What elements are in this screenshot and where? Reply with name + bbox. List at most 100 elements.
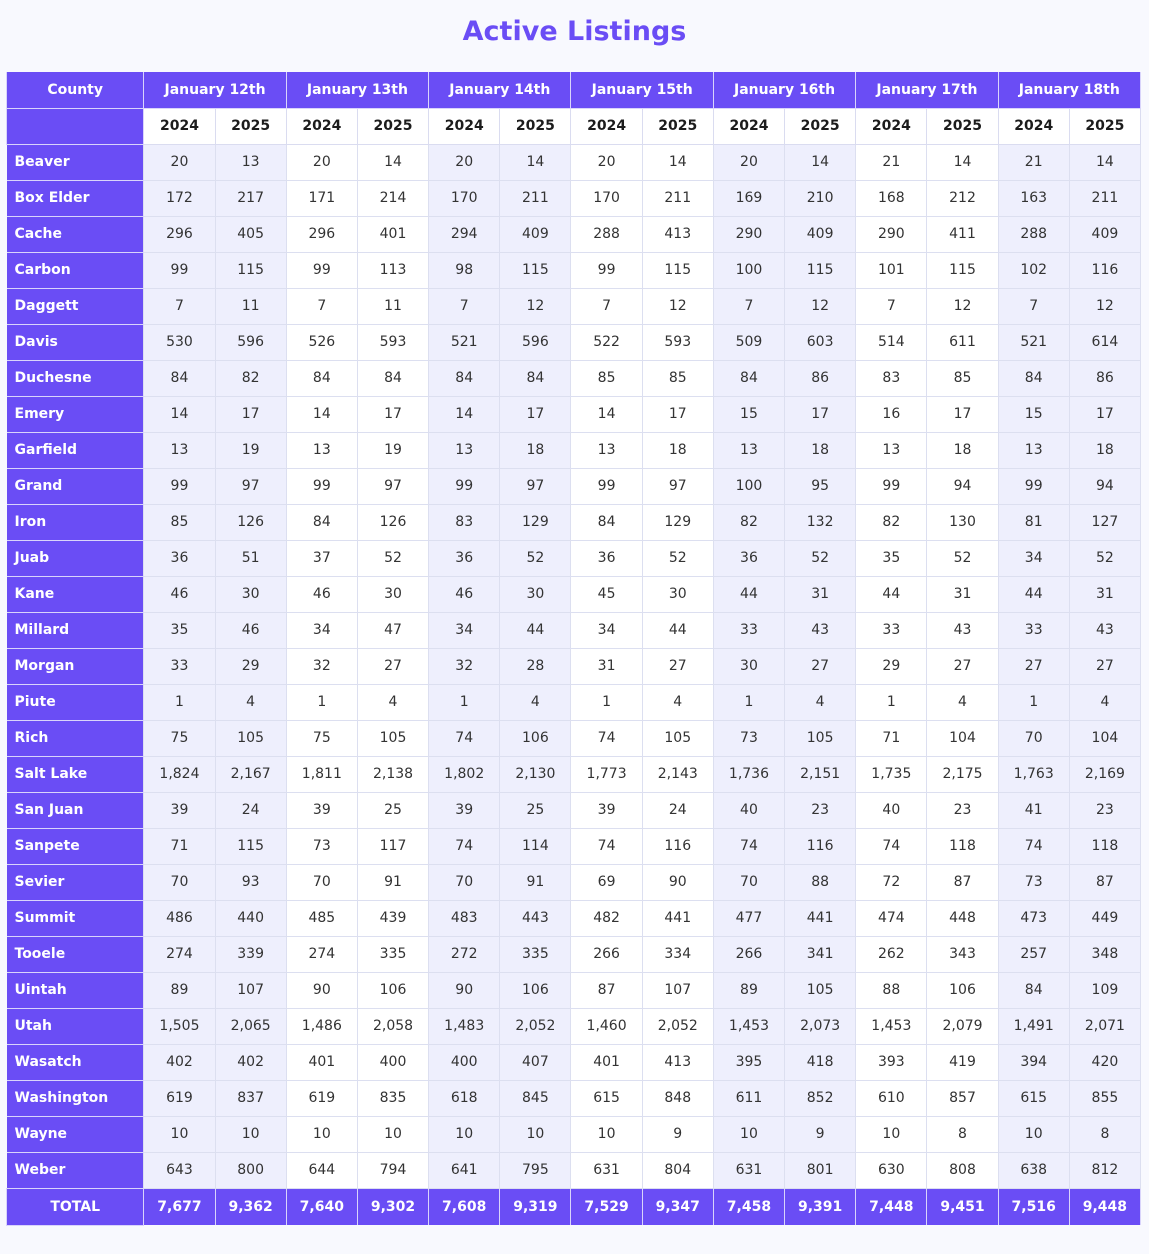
listing-count-cell: 33 [143, 647, 216, 685]
listing-count-cell: 14 [1068, 143, 1142, 181]
listing-count-cell: 99 [997, 467, 1070, 505]
listing-count-cell: 266 [570, 935, 643, 973]
listing-count-cell: 611 [926, 323, 999, 361]
listing-count-cell: 1,802 [428, 755, 501, 793]
table-body: Beaver 20 13 20 14 20 14 20 14 20 14 21 14 21 14 Box El… [6, 143, 1142, 1189]
listing-count-cell: 14 [641, 143, 714, 181]
listing-count-cell: 812 [1068, 1151, 1142, 1189]
listing-count-cell: 104 [926, 719, 999, 757]
listing-count-cell: 86 [1068, 359, 1142, 397]
date-column-header: January 17th [855, 72, 999, 109]
listing-count-cell: 94 [1068, 467, 1142, 505]
listing-count-cell: 1,491 [997, 1007, 1070, 1045]
listing-count-cell: 115 [499, 251, 572, 289]
listing-count-cell: 20 [143, 143, 216, 181]
listing-count-cell: 20 [428, 143, 501, 181]
listing-count-cell: 521 [428, 323, 501, 361]
listing-count-cell: 52 [926, 539, 999, 577]
year-header: 2024 [712, 107, 786, 145]
listing-count-cell: 39 [285, 791, 358, 829]
listing-count-cell: 102 [997, 251, 1070, 289]
table-row: Summit 486 440 485 439 483 443 482 441 477 441 474 4… [6, 899, 1142, 937]
listing-count-cell: 20 [570, 143, 643, 181]
table-header: County January 12th January 13th January 1… [5, 72, 1142, 145]
county-name: Wasatch [6, 1044, 144, 1081]
listing-count-cell: 835 [356, 1079, 430, 1117]
listing-count-cell: 70 [428, 863, 501, 901]
listing-count-cell: 71 [855, 719, 928, 757]
listing-count-cell: 440 [214, 899, 287, 937]
listing-count-cell: 36 [143, 539, 216, 577]
listing-count-cell: 84 [997, 359, 1070, 397]
listing-count-cell: 98 [428, 251, 501, 289]
listing-count-cell: 257 [997, 935, 1070, 973]
table-row: Carbon 99 115 99 113 98 115 99 115 100 115 101 115 10… [6, 251, 1142, 289]
listing-count-cell: 409 [784, 215, 857, 253]
listing-count-cell: 13 [712, 431, 786, 469]
listing-count-cell: 17 [641, 395, 714, 433]
listing-count-cell: 129 [499, 503, 572, 541]
year-header: 2025 [784, 107, 857, 145]
listing-count-cell: 25 [356, 791, 430, 829]
year-header: 2025 [356, 107, 430, 145]
listing-count-cell: 2,071 [1068, 1007, 1142, 1045]
listing-count-cell: 100 [712, 467, 786, 505]
table-row: Duchesne 84 82 84 84 84 84 85 85 84 86 83 85 84 86 [6, 359, 1142, 397]
county-name: Washington [6, 1080, 144, 1117]
year-header: 2024 [143, 107, 216, 145]
date-column-header: January 13th [285, 72, 430, 109]
listing-count-cell: 99 [143, 467, 216, 505]
listing-count-cell: 394 [997, 1043, 1070, 1081]
listing-count-cell: 9 [784, 1115, 857, 1153]
listing-count-cell: 99 [855, 467, 928, 505]
listing-count-cell: 272 [428, 935, 501, 973]
listing-count-cell: 83 [855, 359, 928, 397]
listing-count-cell: 407 [499, 1043, 572, 1081]
county-name: Piute [6, 684, 144, 721]
listing-count-cell: 7 [285, 287, 358, 325]
listing-count-cell: 1 [428, 683, 501, 721]
listing-count-cell: 105 [784, 719, 857, 757]
listing-count-cell: 211 [1068, 179, 1142, 217]
listing-count-cell: 10 [143, 1115, 216, 1153]
listing-count-cell: 34 [285, 611, 358, 649]
listing-count-cell: 29 [855, 647, 928, 685]
listing-count-cell: 214 [356, 179, 430, 217]
listing-count-cell: 163 [997, 179, 1070, 217]
listing-count-cell: 4 [784, 683, 857, 721]
listing-count-cell: 641 [428, 1151, 501, 1189]
listing-count-cell: 34 [570, 611, 643, 649]
listing-count-cell: 611 [712, 1079, 786, 1117]
year-header: 2025 [214, 107, 287, 145]
listing-count-cell: 116 [784, 827, 857, 865]
total-cell: 7,516 [997, 1188, 1070, 1225]
listing-count-cell: 619 [143, 1079, 216, 1117]
listing-count-cell: 593 [641, 323, 714, 361]
listing-count-cell: 73 [285, 827, 358, 865]
listing-count-cell: 31 [926, 575, 999, 613]
listing-count-cell: 105 [641, 719, 714, 757]
total-cell: 9,362 [214, 1188, 287, 1225]
listing-count-cell: 44 [499, 611, 572, 649]
listing-count-cell: 1 [997, 683, 1070, 721]
table-row: Washington 619 837 619 835 618 845 615 848 611 852… [6, 1079, 1142, 1117]
listing-count-cell: 21 [997, 143, 1070, 181]
listing-count-cell: 114 [499, 827, 572, 865]
county-name: Morgan [6, 648, 144, 685]
listing-count-cell: 630 [855, 1151, 928, 1189]
listing-count-cell: 101 [855, 251, 928, 289]
listing-count-cell: 30 [499, 575, 572, 613]
listing-count-cell: 1,773 [570, 755, 643, 793]
listing-count-cell: 37 [285, 539, 358, 577]
listing-count-cell: 2,138 [356, 755, 430, 793]
listing-count-cell: 9 [641, 1115, 714, 1153]
listing-count-cell: 107 [641, 971, 714, 1009]
listing-count-cell: 335 [356, 935, 430, 973]
listing-count-cell: 20 [285, 143, 358, 181]
listing-count-cell: 521 [997, 323, 1070, 361]
listing-count-cell: 288 [570, 215, 643, 253]
listing-count-cell: 18 [499, 431, 572, 469]
listing-count-cell: 52 [1068, 539, 1142, 577]
listing-count-cell: 99 [285, 467, 358, 505]
listing-count-cell: 393 [855, 1043, 928, 1081]
